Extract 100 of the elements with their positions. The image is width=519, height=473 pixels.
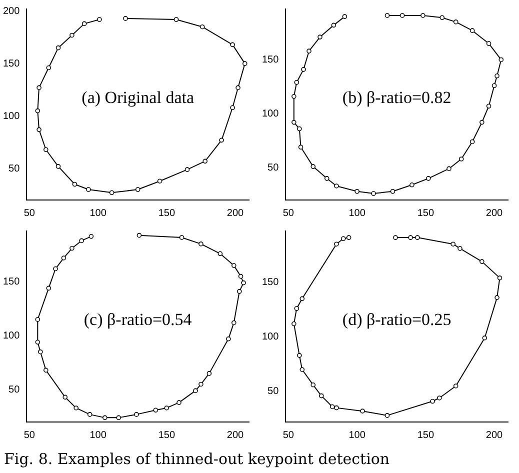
x-tick-label: 200 [226, 208, 244, 219]
x-tick-label: 50 [282, 430, 294, 441]
point [242, 61, 248, 66]
point [82, 21, 87, 26]
point [123, 16, 128, 21]
point [294, 306, 300, 311]
point [43, 147, 48, 152]
y-tick-label: 100 [262, 108, 280, 120]
x-tick-label: 50 [24, 208, 36, 219]
point [371, 191, 376, 196]
point [46, 65, 52, 70]
point [300, 367, 305, 372]
point [324, 176, 330, 181]
point [408, 235, 413, 240]
annotation: (b) β-ratio=0.82 [342, 88, 452, 107]
point [236, 85, 240, 90]
point [310, 382, 316, 388]
point [342, 14, 348, 19]
x-tick-label: 100 [90, 208, 107, 219]
point [102, 415, 108, 420]
point [334, 405, 339, 410]
point [480, 259, 484, 264]
point [297, 126, 302, 132]
y-tick-label: 100 [2, 330, 20, 342]
point [360, 408, 365, 414]
point [294, 80, 300, 85]
point [497, 276, 502, 280]
point [62, 394, 68, 400]
point [230, 105, 235, 110]
x-tick-label: 100 [348, 208, 366, 219]
point [292, 120, 296, 125]
point [480, 120, 484, 125]
point [486, 41, 492, 46]
point [241, 280, 246, 286]
point [153, 408, 158, 413]
point [318, 393, 324, 398]
point [346, 235, 352, 240]
point [232, 320, 236, 326]
point [436, 396, 442, 400]
point [330, 404, 335, 410]
y-tick-label: 150 [2, 276, 20, 288]
point [297, 353, 302, 358]
point [494, 74, 500, 78]
point [53, 266, 58, 272]
point [70, 32, 74, 38]
x-tick-label: 200 [486, 208, 504, 219]
point [97, 17, 102, 22]
point [306, 48, 312, 54]
point [340, 236, 346, 242]
point [498, 57, 504, 62]
point [334, 242, 339, 246]
x-tick-label: 150 [417, 430, 434, 441]
point [200, 24, 205, 30]
x-tick-label: 50 [24, 430, 36, 441]
y-tick-label: 50 [8, 163, 20, 174]
point [226, 336, 231, 342]
point [88, 234, 94, 239]
point [35, 340, 40, 345]
point [174, 17, 179, 22]
point [446, 166, 452, 172]
x-tick-label: 200 [486, 430, 504, 441]
point [420, 13, 426, 18]
point [135, 187, 140, 192]
x-tick-label: 100 [348, 430, 366, 441]
point [157, 178, 162, 184]
point [198, 382, 204, 387]
point [179, 235, 184, 240]
point [206, 371, 212, 376]
point [56, 164, 61, 169]
point [440, 15, 445, 20]
y-tick-label: 50 [268, 162, 280, 174]
point [292, 94, 296, 99]
point [61, 256, 66, 260]
point [87, 412, 92, 417]
point [298, 144, 304, 150]
point [453, 384, 458, 388]
point [393, 235, 398, 240]
point [56, 45, 61, 50]
point [300, 296, 305, 302]
point [236, 289, 242, 294]
point [492, 83, 497, 88]
point [43, 368, 48, 373]
annotation: (c) β-ratio=0.54 [84, 310, 192, 329]
point [79, 238, 84, 244]
point [334, 184, 339, 188]
point [202, 158, 208, 164]
point [238, 274, 244, 279]
point [486, 104, 492, 109]
point [410, 182, 414, 188]
point [450, 242, 456, 246]
point [218, 251, 223, 256]
y-tick-label: 150 [262, 277, 280, 288]
point [453, 20, 458, 24]
x-tick-label: 200 [226, 430, 244, 441]
point [136, 232, 142, 238]
point [430, 398, 435, 404]
point [86, 187, 91, 192]
point [354, 188, 360, 194]
point [176, 400, 182, 405]
point [72, 182, 78, 187]
